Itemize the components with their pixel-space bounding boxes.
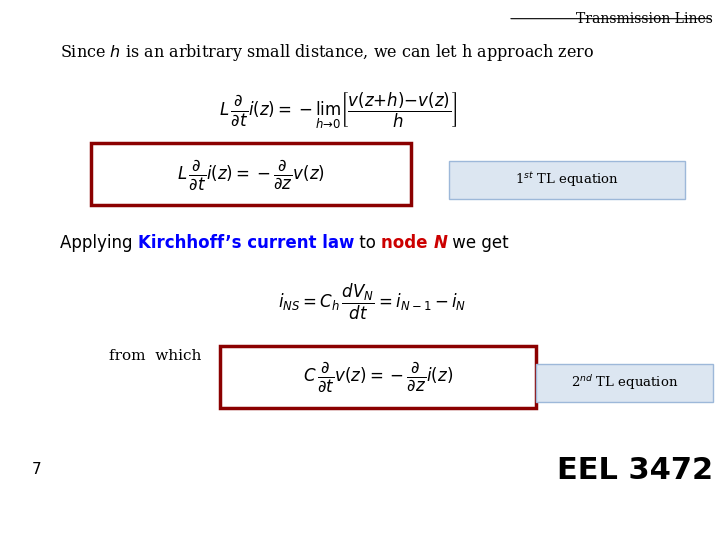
- Text: Transmission Lines: Transmission Lines: [576, 12, 713, 26]
- Text: $L\,\dfrac{\partial}{\partial t}i(z) = -\lim_{h \to 0}\left[\dfrac{v(z+h)-v(z)}{: $L\,\dfrac{\partial}{\partial t}i(z) = -…: [219, 90, 457, 131]
- FancyBboxPatch shape: [220, 347, 536, 408]
- Text: $i_{NS} = C_h\,\dfrac{dV_N}{dt} = i_{N-1} - i_N$: $i_{NS} = C_h\,\dfrac{dV_N}{dt} = i_{N-1…: [279, 282, 467, 322]
- Text: Since $h$ is an arbitrary small distance, we can let h approach zero: Since $h$ is an arbitrary small distance…: [60, 42, 594, 63]
- Text: 7: 7: [32, 462, 42, 477]
- Text: $L\,\dfrac{\partial}{\partial t}i(z) = -\dfrac{\partial}{\partial z}v(z)$: $L\,\dfrac{\partial}{\partial t}i(z) = -…: [177, 157, 325, 192]
- Text: to: to: [354, 234, 381, 252]
- Text: 2$^{nd}$ TL equation: 2$^{nd}$ TL equation: [570, 373, 678, 392]
- Text: from  which: from which: [109, 349, 201, 363]
- FancyBboxPatch shape: [536, 363, 713, 402]
- Text: node: node: [381, 234, 433, 252]
- Text: Applying: Applying: [60, 234, 138, 252]
- Text: Kirchhoff’s current law: Kirchhoff’s current law: [138, 234, 354, 252]
- Text: N: N: [433, 234, 447, 252]
- FancyBboxPatch shape: [91, 144, 411, 205]
- Text: EEL 3472: EEL 3472: [557, 456, 713, 485]
- Text: $C\,\dfrac{\partial}{\partial t}v(z) = -\dfrac{\partial}{\partial z}i(z)$: $C\,\dfrac{\partial}{\partial t}v(z) = -…: [303, 360, 454, 394]
- Text: we get: we get: [447, 234, 509, 252]
- FancyBboxPatch shape: [449, 161, 685, 199]
- Text: 1$^{st}$ TL equation: 1$^{st}$ TL equation: [516, 171, 619, 189]
